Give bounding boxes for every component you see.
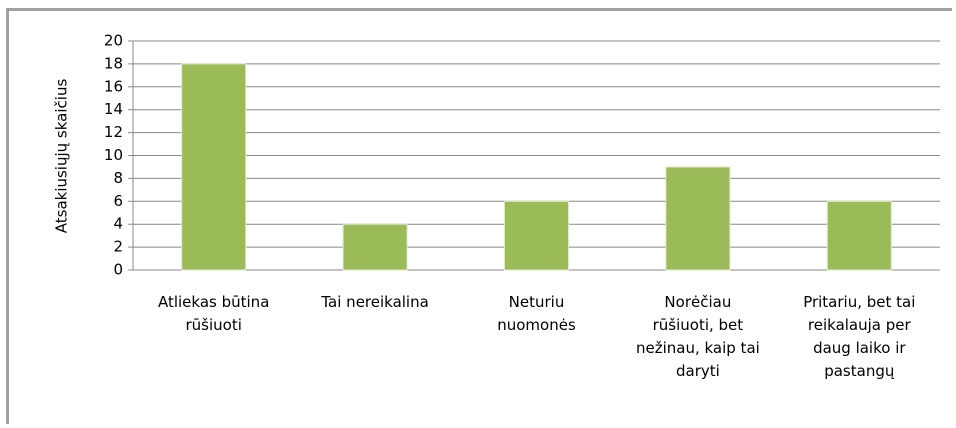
y-tick-label: 0 — [113, 261, 123, 279]
bar — [665, 166, 731, 271]
y-tick-label: 18 — [104, 54, 123, 72]
y-tick-label: 10 — [104, 146, 123, 164]
frame — [6, 8, 952, 424]
y-tick-label: 8 — [113, 169, 123, 187]
y-tick-label: 12 — [104, 123, 123, 141]
x-tick-label: Norėčiau rūšiuoti, bet nežinau, kaip tai… — [635, 293, 760, 380]
bar — [826, 200, 892, 271]
y-tick-label: 16 — [104, 77, 123, 95]
x-tick-label: Atliekas būtina rūšiuoti — [157, 293, 270, 334]
x-tick-label: Pritariu, bet tai reikalauja per daug la… — [803, 293, 916, 380]
y-tick-label: 6 — [113, 192, 123, 210]
y-tick-label: 2 — [113, 238, 123, 256]
y-tick-label: 20 — [104, 32, 123, 50]
x-tick-label: Tai nereikalina — [321, 293, 429, 311]
bar — [181, 63, 247, 271]
y-tick-label: 14 — [104, 100, 123, 118]
bar — [342, 223, 408, 271]
x-tick-label: Neturiu nuomonės — [497, 293, 576, 334]
bar — [504, 200, 569, 271]
y-axis-label: Atsakiusiųjų skaičius — [53, 79, 71, 234]
y-tick-label: 4 — [113, 215, 123, 233]
